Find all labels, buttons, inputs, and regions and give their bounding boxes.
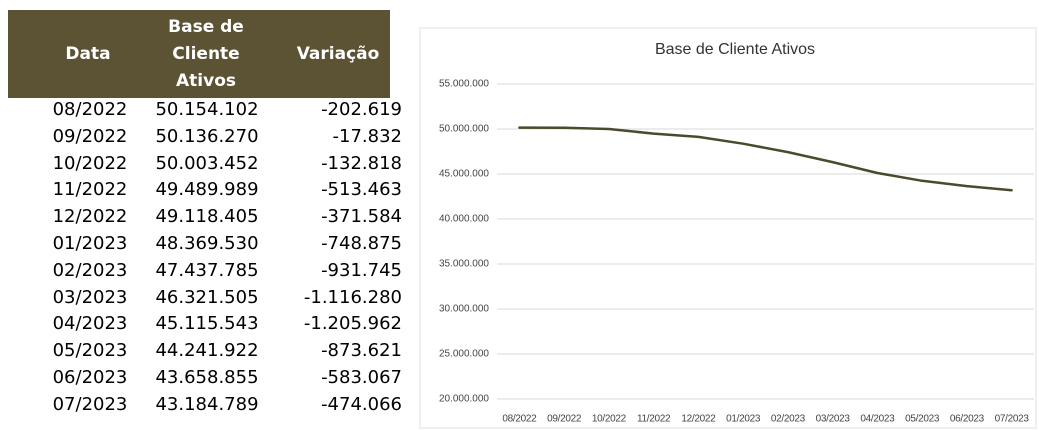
table-cell: 46.321.505	[155, 286, 259, 308]
table-cell: 43.184.789	[155, 393, 259, 415]
table-cell: -132.818	[321, 152, 402, 174]
table-cell: 07/2023	[52, 393, 128, 415]
y-tick-label: 55.000.000	[439, 79, 489, 90]
x-tick-label: 10/2022	[592, 414, 627, 425]
y-tick-label: 35.000.000	[439, 259, 489, 270]
table-cell: -931.745	[321, 259, 402, 281]
table-header	[8, 10, 390, 98]
y-tick-label: 50.000.000	[439, 124, 489, 135]
y-tick-label: 40.000.000	[439, 214, 489, 225]
table-cell: 50.003.452	[155, 152, 259, 174]
table-cell: 01/2023	[52, 233, 128, 254]
table-cell: -474.066	[321, 393, 402, 415]
table-cell: -513.463	[321, 179, 402, 201]
header-cell: Base de Cliente Ativos	[168, 17, 244, 91]
table-cell: 10/2022	[52, 152, 128, 174]
table-cell: 50.136.270	[155, 125, 259, 147]
table-cell: 43.658.855	[155, 367, 259, 388]
table-cell: 44.241.922	[155, 340, 259, 362]
table-cell: 50.154.102	[155, 99, 259, 120]
x-tick-label: 03/2023	[816, 414, 851, 425]
x-tick-label: 12/2022	[681, 414, 716, 425]
header-cell: Data	[65, 44, 111, 64]
table-cell: -1.205.962	[303, 313, 402, 335]
table-cell: 12/2022	[52, 206, 128, 228]
table-cell: 49.118.405	[155, 206, 259, 228]
table-cell: -1.116.280	[303, 286, 402, 308]
y-tick-label: 30.000.000	[439, 304, 489, 315]
y-tick-label: 20.000.000	[439, 394, 489, 405]
x-tick-label: 11/2022	[637, 414, 671, 425]
table-cell: 04/2023	[52, 313, 128, 335]
table-cell: 48.369.530	[155, 233, 259, 254]
table-cell: 05/2023	[52, 340, 128, 362]
x-tick-label: 04/2023	[860, 414, 895, 425]
table-cell: -873.621	[321, 340, 402, 362]
data-line	[518, 126, 1013, 192]
x-tick-label: 02/2023	[771, 414, 806, 425]
table-cell: 11/2022	[52, 179, 128, 201]
table-cell: -583.067	[321, 367, 402, 388]
data-table: Data Base de Cliente Ativos Variação 08/…	[0, 0, 410, 430]
table-cell: -17.832	[332, 125, 402, 147]
table-cell: -371.584	[321, 206, 402, 228]
table-cell: 02/2023	[52, 259, 128, 281]
x-tick-label: 09/2022	[547, 414, 582, 425]
x-tick-label: 01/2023	[726, 414, 761, 425]
table-cell: 09/2022	[52, 125, 128, 147]
y-tick-label: 45.000.000	[439, 169, 489, 180]
table-cell: -748.875	[321, 233, 402, 254]
table-cell: 49.489.989	[155, 179, 259, 201]
table-cell: 03/2023	[52, 286, 128, 308]
table-cell: 47.437.785	[155, 259, 259, 281]
table-cell: 08/2022	[52, 99, 128, 120]
table-cell: 45.115.543	[155, 313, 259, 335]
x-tick-label: 06/2023	[950, 414, 985, 425]
table-cell: 06/2023	[52, 367, 128, 388]
chart-frame	[419, 27, 1037, 429]
x-tick-label: 08/2022	[502, 414, 537, 425]
x-tick-label: 07/2023	[995, 414, 1030, 425]
x-tick-label: 05/2023	[905, 414, 940, 425]
table-cell: -202.619	[321, 99, 402, 120]
header-cell: Variação	[296, 44, 380, 64]
chart-title: Base de Cliente Ativos	[655, 41, 815, 58]
y-tick-label: 25.000.000	[439, 349, 489, 360]
